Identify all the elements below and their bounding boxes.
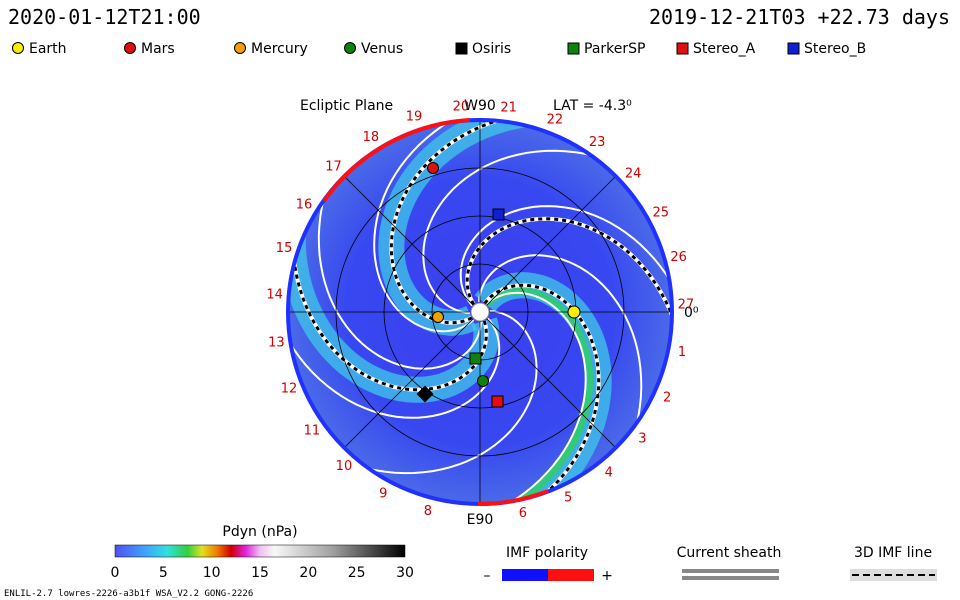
longitude-label: 14 — [266, 288, 283, 303]
imf-minus: – — [484, 568, 491, 584]
current-sheath — [465, 216, 672, 504]
elapsed-time: 2019-12-21T03 +22.73 days — [649, 5, 950, 29]
longitude-label: 16 — [296, 197, 313, 212]
earth — [567, 305, 581, 319]
zero-label: 0⁰ — [684, 305, 699, 321]
longitude-label: 11 — [304, 424, 321, 439]
legend-label: Venus — [361, 41, 403, 57]
plot-title: Ecliptic Plane — [300, 98, 393, 114]
imf-negative — [502, 569, 548, 581]
longitude-label: 2 — [663, 390, 671, 405]
longitude-labels: 2122232425262712345689101112131415161718… — [266, 99, 694, 521]
longitude-label: 1 — [678, 345, 686, 360]
legend-label: Stereo_A — [693, 41, 756, 57]
colorbar-tick-label: 0 — [111, 565, 120, 581]
imf-line-swatch — [850, 569, 937, 581]
parker-sp — [469, 352, 482, 365]
venus — [477, 375, 489, 387]
longitude-label: 15 — [276, 241, 293, 256]
osiris — [416, 385, 434, 403]
legend-label: Mercury — [251, 41, 308, 57]
longitude-label: 24 — [625, 167, 642, 182]
sheath-label: Current sheath — [677, 545, 782, 561]
colorbar-tick-label: 25 — [348, 565, 366, 581]
stereo-b — [492, 208, 505, 221]
current-sheath — [389, 120, 672, 325]
legend-label: Mars — [141, 41, 175, 57]
colorbar-tick-label: 30 — [396, 565, 414, 581]
longitude-label: 4 — [605, 465, 613, 480]
longitude-label: 25 — [652, 206, 669, 221]
longitude-label: 22 — [547, 113, 564, 128]
field-line — [373, 120, 638, 333]
longitude-label: 8 — [424, 504, 432, 519]
colorbar-ticks: 0 5 10 15 20 25 30 — [111, 565, 414, 581]
longitude-label: 17 — [325, 160, 342, 175]
legend-label: ParkerSP — [584, 41, 645, 57]
imf-label: IMF polarity — [506, 545, 588, 561]
longitude-label: 18 — [363, 130, 380, 145]
model-time: 2020-01-12T21:00 — [8, 5, 201, 29]
boundary-polarity — [477, 489, 549, 507]
longitude-label: 19 — [406, 109, 423, 124]
field-line — [322, 291, 587, 504]
legend-marker — [12, 42, 24, 54]
longitude-label: 27 — [678, 297, 695, 312]
legend: Earth Mars Mercury Venus Osiris ParkerSP Stere… — [12, 41, 866, 57]
legend-label: Osiris — [472, 41, 511, 57]
colorbar — [114, 544, 406, 558]
legend-marker — [676, 42, 689, 55]
colorbar-tick-label: 10 — [203, 565, 221, 581]
stereo-a — [491, 395, 504, 408]
ecliptic-plot: Ecliptic Plane W90 LAT = -4.3⁰ E90 0⁰ 21… — [266, 98, 699, 528]
colorbar-tick-label: 15 — [251, 565, 269, 581]
longitude-label: 12 — [281, 382, 298, 397]
longitude-label: 26 — [670, 250, 687, 265]
longitude-label: 5 — [564, 491, 572, 506]
density-stream — [332, 286, 594, 504]
legend-marker — [567, 42, 580, 55]
imf-line-label: 3D IMF line — [854, 545, 932, 561]
longitude-label: 23 — [589, 135, 606, 150]
longitude-label: 10 — [336, 459, 353, 474]
imf-positive — [548, 569, 594, 581]
longitude-label: 9 — [379, 486, 387, 501]
longitude-label: 6 — [519, 506, 527, 521]
bottom-label: E90 — [467, 512, 494, 528]
legend-marker — [455, 42, 468, 55]
legend-marker — [787, 42, 800, 55]
mercury — [432, 311, 444, 323]
sheath-swatch — [682, 576, 779, 580]
legend-marker — [344, 42, 356, 54]
field-line — [459, 205, 672, 469]
footer: ENLIL-2.7 lowres-2226-a3b1f WSA_V2.2 GON… — [4, 589, 253, 599]
mars — [427, 162, 439, 174]
legend-label: Stereo_B — [804, 41, 866, 57]
boundary-polarity — [322, 118, 471, 203]
current-sheath — [364, 283, 601, 504]
sun — [470, 302, 490, 322]
legend-marker — [124, 42, 136, 54]
latitude: LAT = -4.3⁰ — [553, 98, 632, 114]
field-line — [288, 154, 501, 419]
legend-label: Earth — [29, 41, 67, 57]
longitude-label: 3 — [638, 431, 646, 446]
top-label: W90 — [464, 98, 496, 114]
legend-marker — [234, 42, 246, 54]
colorbar-tick-label: 5 — [159, 565, 168, 581]
longitude-label: 20 — [453, 99, 470, 114]
colorbar-label: Pdyn (nPa) — [222, 524, 297, 540]
sheath-swatch — [682, 569, 779, 573]
colorbar-tick-label: 20 — [299, 565, 317, 581]
imf-plus: + — [601, 568, 613, 584]
longitude-label: 13 — [268, 336, 285, 351]
longitude-label: 21 — [500, 101, 517, 116]
